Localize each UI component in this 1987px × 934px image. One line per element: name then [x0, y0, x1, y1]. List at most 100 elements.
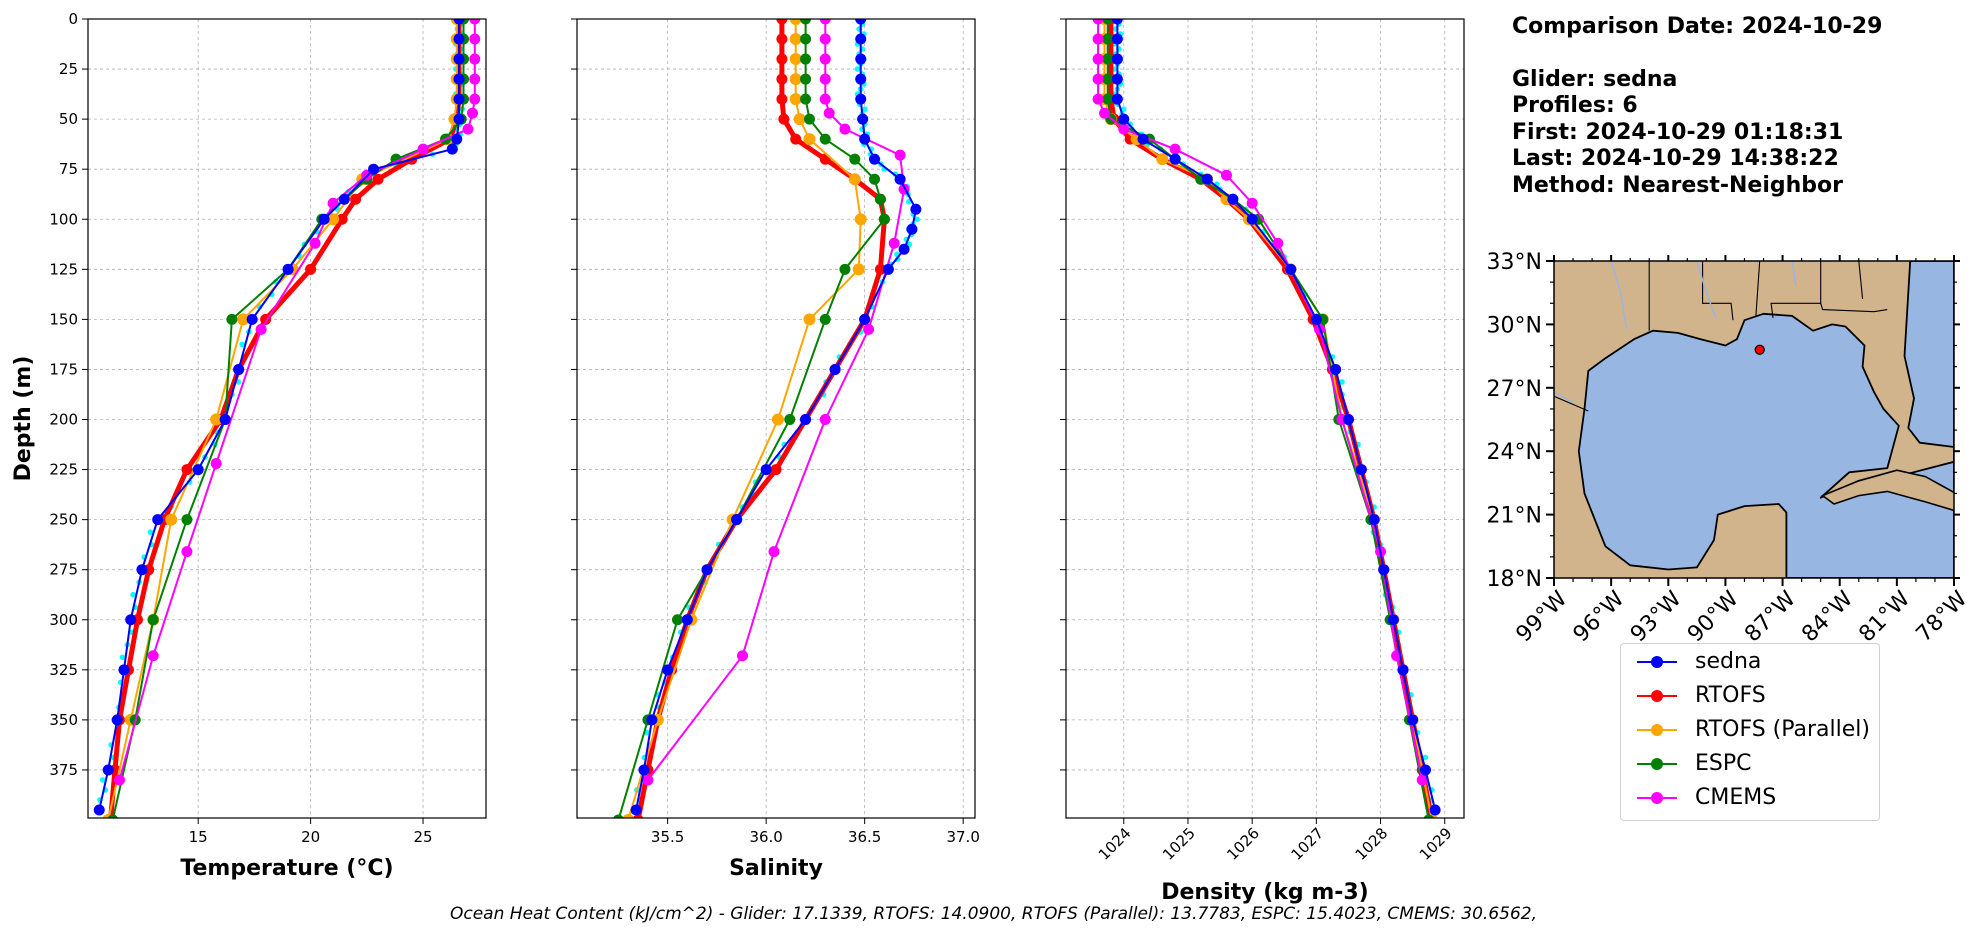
series-cmems	[642, 19, 910, 786]
data-point	[855, 73, 867, 85]
data-point	[789, 33, 802, 46]
data-point	[1246, 213, 1258, 225]
data-point	[737, 650, 749, 662]
data-point	[823, 107, 835, 119]
data-point	[1111, 19, 1123, 25]
data-point	[776, 73, 788, 85]
data-point	[857, 113, 869, 125]
y-tick-label: 325	[49, 661, 78, 679]
lon-tick-label: 96°W	[1569, 586, 1630, 647]
data-point	[1368, 514, 1380, 526]
data-point	[1118, 113, 1130, 125]
raw-point	[147, 529, 154, 535]
data-point	[453, 93, 465, 105]
data-point	[107, 814, 118, 818]
data-point	[327, 213, 340, 226]
data-point	[855, 53, 867, 65]
raw-point	[854, 66, 861, 72]
data-point	[789, 73, 802, 86]
y-tick-label: 125	[49, 260, 78, 278]
data-point	[210, 458, 222, 470]
ocean-heat-content-footer: Ocean Heat Content (kJ/cm^2) - Glider: 1…	[450, 904, 1537, 924]
data-point	[192, 464, 204, 476]
raw-point	[130, 591, 136, 598]
glider-name: Glider: sedna	[1512, 66, 1678, 92]
y-tick-label: 50	[59, 110, 78, 128]
data-point	[790, 133, 802, 145]
data-point	[1201, 173, 1213, 185]
raw-point	[914, 216, 920, 223]
data-point	[1099, 107, 1111, 119]
data-point	[1169, 143, 1181, 155]
data-point	[839, 263, 851, 275]
data-point	[1285, 263, 1297, 275]
data-point	[789, 53, 802, 66]
y-tick-label: 225	[49, 461, 78, 479]
data-point	[671, 614, 683, 626]
data-point	[1111, 93, 1123, 105]
data-point	[630, 804, 642, 816]
data-point	[469, 19, 481, 25]
data-point	[113, 774, 125, 786]
data-point	[770, 464, 782, 476]
data-point	[453, 113, 465, 125]
data-point	[469, 53, 481, 65]
data-point	[318, 213, 330, 225]
data-point	[819, 93, 831, 105]
data-point	[859, 133, 871, 145]
x-tick-label: 1027	[1287, 824, 1327, 864]
x-tick-label: 25	[413, 828, 432, 846]
data-point	[1429, 804, 1441, 816]
series-rtofs	[632, 19, 890, 818]
data-point	[1111, 33, 1123, 45]
border-line	[1554, 395, 1589, 412]
data-point	[451, 133, 463, 145]
data-point	[1102, 53, 1114, 65]
data-point	[800, 73, 812, 85]
raw-point	[239, 341, 246, 348]
legend-label: CMEMS	[1695, 785, 1777, 810]
border-line	[1770, 261, 1822, 319]
legend-marker	[1651, 690, 1663, 702]
border-line	[1755, 261, 1761, 316]
raw-point	[119, 654, 126, 661]
salinity-panel: 35.5 36.0 36.5 37.0 Salinity	[571, 18, 980, 881]
data-point	[446, 143, 458, 155]
raw-scatter-sedna	[97, 19, 466, 803]
data-point	[874, 263, 886, 275]
data-point	[309, 237, 321, 249]
data-point	[1246, 197, 1258, 209]
data-point	[1378, 564, 1390, 576]
data-point	[181, 514, 193, 526]
series-group	[613, 19, 922, 818]
density-panel: 1024 1025 1026 1027 1028 1029 Density (kg m-3)	[1060, 18, 1465, 905]
glider-location-marker	[1754, 344, 1765, 355]
x-tick-label: 36.5	[848, 828, 881, 846]
y-tick-label: 375	[49, 761, 78, 779]
raw-point	[1120, 106, 1127, 112]
data-point	[125, 614, 137, 626]
x-axis-label: Salinity	[729, 856, 823, 881]
data-point	[869, 173, 881, 185]
raw-scatter-sedna	[1111, 19, 1435, 803]
lon-tick-label: 87°W	[1740, 586, 1801, 647]
data-point	[152, 514, 164, 526]
data-point	[1310, 313, 1322, 325]
map-frame	[1553, 260, 1955, 579]
data-point	[768, 546, 780, 558]
data-point	[800, 414, 812, 426]
data-point	[1416, 774, 1428, 786]
lon-tick-label: 99°W	[1512, 586, 1573, 647]
data-point	[819, 53, 831, 65]
data-point	[839, 123, 851, 135]
data-point	[219, 414, 231, 426]
data-point	[147, 614, 159, 626]
data-point	[819, 73, 831, 85]
legend-label: RTOFS	[1695, 683, 1766, 708]
data-point	[1137, 133, 1149, 145]
x-axis-label: Temperature (°C)	[180, 856, 393, 881]
border-line	[1858, 261, 1864, 300]
data-point	[819, 33, 831, 45]
method: Method: Nearest-Neighbor	[1512, 172, 1843, 198]
map-content	[1554, 261, 1954, 578]
